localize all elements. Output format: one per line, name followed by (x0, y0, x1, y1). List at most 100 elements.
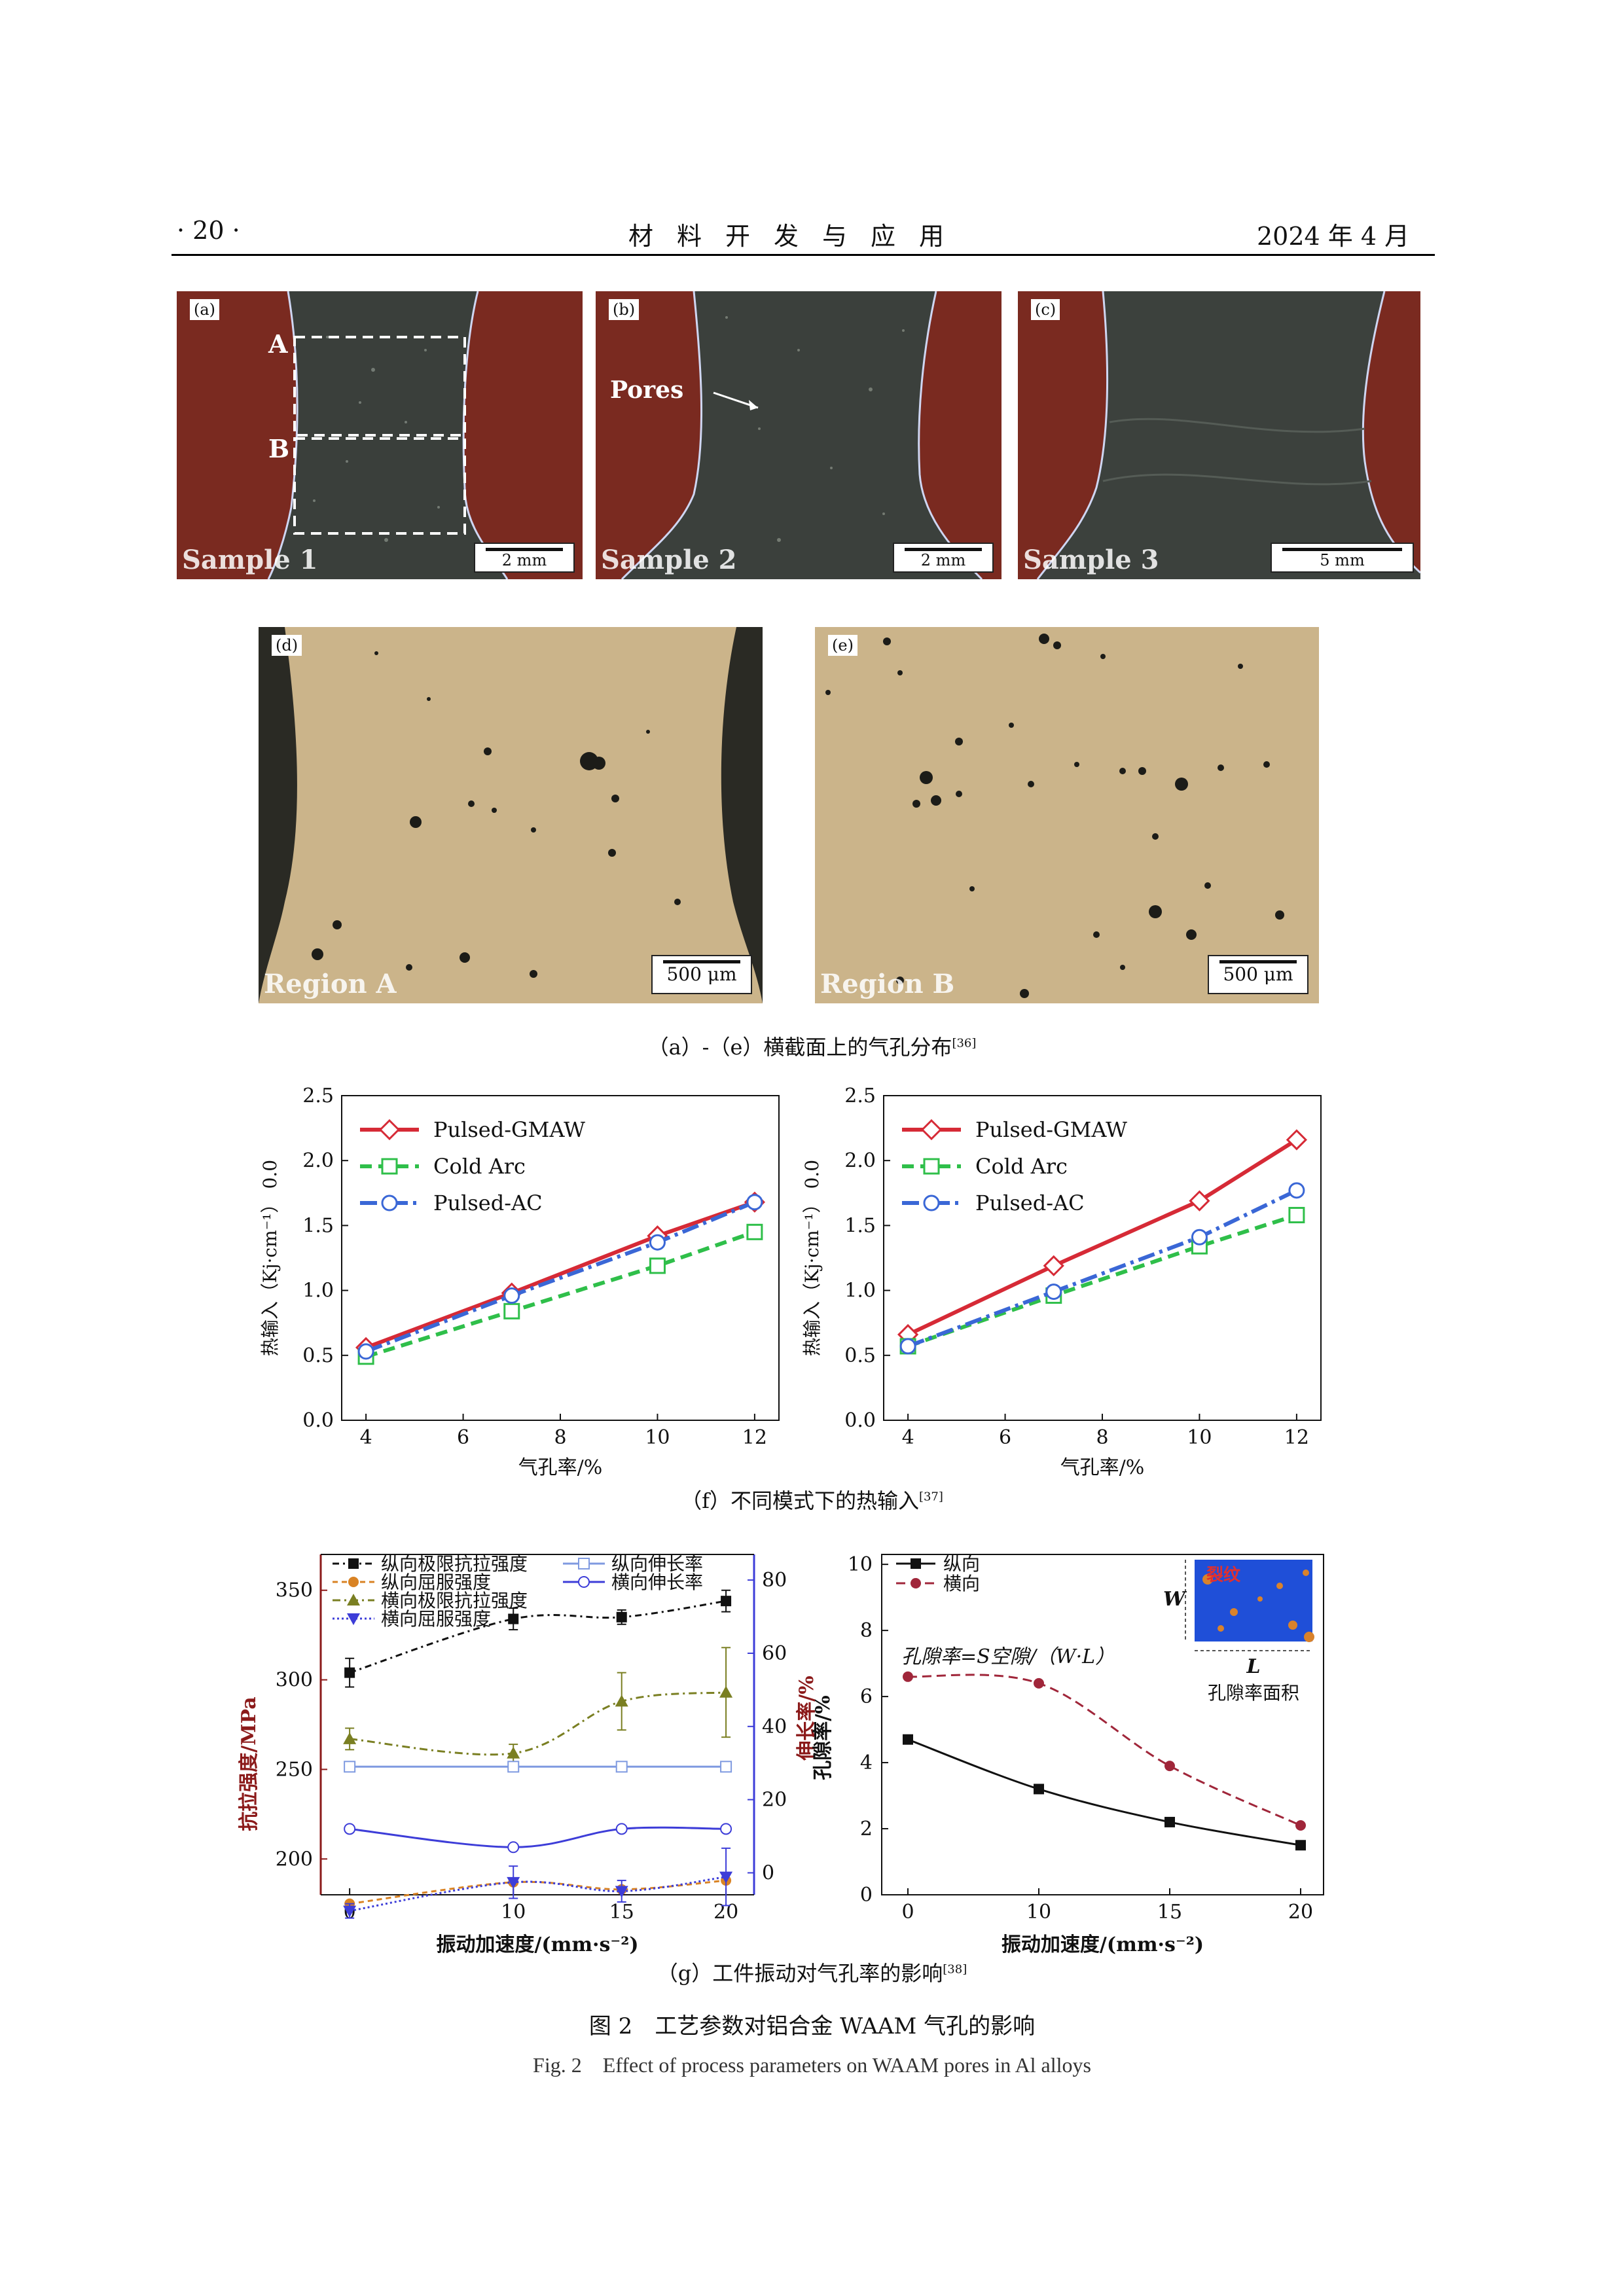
series-line-Pulsed-GMAW (907, 1138, 1298, 1336)
scale-bar-line (1219, 960, 1297, 963)
inset-pore (1230, 1608, 1238, 1616)
legend-marker (578, 1558, 590, 1570)
micrograph-e-image (815, 627, 1319, 1003)
figure-charts: 0.0 0.5 1.0 1.5 2.0 2.5 4 6 8 10 12 气孔率/% 热输入（Kj·cm⁻… (238, 1085, 1324, 1956)
micrograph-a-image (177, 291, 583, 579)
series-line-纵向极限抗拉强度 (349, 1600, 727, 1674)
inset-inner-label: 裂纹 (1206, 1565, 1241, 1585)
data-point-纵向 (1295, 1840, 1306, 1851)
series-line-Pulsed-AC (365, 1200, 756, 1354)
data-point-横向极限抗拉强度 (719, 1685, 733, 1698)
y-tick-label: 4 (860, 1751, 873, 1774)
data-point-纵向极限抗拉强度 (616, 1611, 627, 1623)
legend-marker (923, 1158, 940, 1175)
y-tick-label: 2.0 (302, 1149, 334, 1172)
y-right-tick-label: 80 (762, 1569, 787, 1592)
sample-label-c: Sample 3 (1023, 545, 1159, 575)
y-right-axis-label: 伸长率/% (795, 1676, 818, 1761)
legend-marker (381, 1194, 398, 1211)
chart-f-right: 0.0 0.5 1.0 1.5 2.0 2.5 4 6 8 10 12 气孔率/% 热输入（Kj·cm⁻… (801, 1085, 1322, 1479)
data-point-横向 (1164, 1761, 1175, 1772)
caption-ae: （a）-（e）横截面上的气孔分布[36] (0, 1031, 1624, 1061)
series-line-纵向 (907, 1738, 1301, 1846)
scale-bar-line (1282, 548, 1402, 551)
micrograph-b-image (596, 291, 1001, 579)
y-tick-label: 0 (860, 1884, 873, 1907)
micrograph-d: (d) Region A 500 μm (259, 627, 763, 1003)
data-point-横向屈服强度 (343, 1905, 357, 1918)
legend-marker (920, 1119, 943, 1141)
data-point-横向伸长率 (344, 1823, 356, 1835)
pore-dots (825, 634, 1284, 998)
caption-g: （g）工件振动对气孔率的影响[38] (0, 1957, 1624, 1987)
legend-label: Cold Arc (975, 1154, 1068, 1179)
legend-label: Pulsed-GMAW (975, 1117, 1127, 1142)
y-right-tick-label: 0 (762, 1861, 774, 1884)
x-tick-label: 0 (901, 1901, 914, 1924)
series-line-横向极限抗拉强度 (350, 1691, 727, 1756)
y-tick-label: 10 (848, 1553, 873, 1576)
header-rule (171, 254, 1435, 256)
y-tick-label: 200 (276, 1848, 313, 1871)
inset-pore (1303, 1570, 1309, 1576)
data-point-Pulsed-GMAW (1189, 1190, 1210, 1211)
data-point-横向屈服强度 (615, 1886, 628, 1898)
y-tick-label: 300 (276, 1669, 313, 1692)
data-point-Cold Arc (746, 1223, 763, 1240)
panel-label-b: (b) (609, 299, 640, 320)
figure-caption-en: Fig. 2 Effect of process parameters on W… (533, 2053, 1091, 2077)
x-tick-label: 6 (999, 1426, 1011, 1449)
micrograph-c: (c) Sample 3 5 mm (1018, 291, 1420, 579)
chart-g-right: 0 2 4 6 8 10 0 10 15 20 振动加速度/(mm·s⁻²) 孔隙率/% 纵向横向孔隙率… (812, 1553, 1324, 1956)
x-tick-label: 10 (1187, 1426, 1212, 1449)
x-tick-label: 15 (1157, 1901, 1182, 1924)
plot-frame (341, 1095, 780, 1421)
scale-bar-text: 500 μm (1223, 963, 1293, 985)
micrograph-a: (a) A B Sample 1 2 mm (177, 291, 583, 579)
pore-dots (312, 651, 681, 978)
x-tick-label: 10 (501, 1901, 526, 1924)
data-point-Pulsed-AC (357, 1343, 374, 1360)
region-label-b: Region B (820, 969, 955, 999)
marker-b: B (268, 434, 290, 463)
pores-annotation: Pores (610, 376, 684, 404)
scale-bar-d: 500 μm (651, 955, 752, 994)
micrograph-c-image (1018, 291, 1420, 579)
data-point-Pulsed-GMAW (1043, 1255, 1064, 1277)
caption-f-text: （f）不同模式下的热输入 (681, 1488, 919, 1513)
data-point-纵向极限抗拉强度 (721, 1596, 732, 1607)
caption-ae-text: （a）-（e）横截面上的气孔分布 (647, 1035, 952, 1060)
legend-label: 横向伸长率 (611, 1571, 703, 1593)
scale-bar-text: 500 μm (666, 963, 737, 985)
inset-pore (1218, 1625, 1224, 1632)
series-line-Pulsed-AC (907, 1189, 1298, 1348)
inset-pore (1257, 1596, 1263, 1602)
y-tick-label: 0.0 (302, 1409, 334, 1432)
series-line-Pulsed-GMAW (365, 1200, 755, 1350)
porosity-formula: 孔隙率=S空隙/（W·L） (901, 1645, 1115, 1668)
caption-g-text: （g）工件振动对气孔率的影响 (657, 1961, 943, 1986)
legend-marker (381, 1158, 398, 1175)
y-tick-label: 350 (276, 1579, 313, 1602)
y-tick-label: 1.5 (844, 1214, 876, 1237)
caption-g-ref: [38] (943, 1962, 967, 1977)
x-tick-label: 20 (1288, 1901, 1313, 1924)
inset-l-label: L (1246, 1655, 1260, 1678)
chart-g-left: 2002503003500204060800101520振动加速度/(mm·s⁻… (238, 1553, 818, 1956)
data-point-纵向 (1164, 1816, 1175, 1827)
data-point-横向 (903, 1671, 913, 1682)
data-point-纵向极限抗拉强度 (344, 1667, 355, 1678)
legend-marker (911, 1578, 921, 1588)
data-point-Pulsed-AC (899, 1338, 916, 1355)
legend-label: 横向屈服强度 (381, 1608, 491, 1630)
series-line-纵向屈服强度 (349, 1879, 727, 1905)
legend-label: 纵向极限抗拉强度 (381, 1553, 528, 1575)
scale-bar-a: 2 mm (474, 543, 575, 573)
x-tick-label: 8 (554, 1426, 566, 1449)
x-tick-label: 10 (1026, 1901, 1051, 1924)
data-point-Pulsed-AC (746, 1194, 763, 1211)
y-tick-label: 6 (860, 1685, 873, 1708)
data-point-横向屈服强度 (719, 1871, 733, 1884)
y-tick-label: 1.0 (302, 1280, 334, 1302)
x-axis-label: 振动加速度/(mm·s⁻²) (436, 1933, 638, 1956)
